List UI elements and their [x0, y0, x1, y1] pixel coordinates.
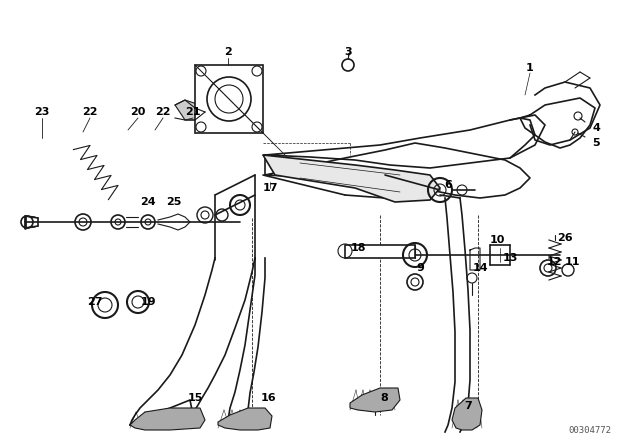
- Text: 9: 9: [416, 263, 424, 273]
- Text: 00304772: 00304772: [568, 426, 611, 435]
- Text: 18: 18: [350, 243, 365, 253]
- Text: 8: 8: [380, 393, 388, 403]
- Text: 2: 2: [224, 47, 232, 57]
- Text: 24: 24: [140, 197, 156, 207]
- Text: 25: 25: [166, 197, 182, 207]
- Text: 1: 1: [526, 63, 534, 73]
- Text: 26: 26: [557, 233, 573, 243]
- Text: 20: 20: [131, 107, 146, 117]
- Text: 27: 27: [87, 297, 103, 307]
- Bar: [345, 245, 415, 258]
- Polygon shape: [130, 408, 205, 430]
- Text: 5: 5: [592, 138, 600, 148]
- Text: 23: 23: [35, 107, 50, 117]
- Polygon shape: [175, 100, 205, 120]
- Text: 3: 3: [344, 47, 352, 57]
- Text: 17: 17: [262, 183, 278, 193]
- Polygon shape: [452, 398, 482, 430]
- Polygon shape: [263, 155, 440, 202]
- Bar: [195, 65, 263, 133]
- Text: 12: 12: [547, 257, 562, 267]
- Text: 10: 10: [490, 235, 505, 245]
- Text: 4: 4: [592, 123, 600, 133]
- Text: 22: 22: [83, 107, 98, 117]
- Text: 14: 14: [472, 263, 488, 273]
- Text: 15: 15: [188, 393, 203, 403]
- Text: 13: 13: [502, 253, 518, 263]
- Text: 22: 22: [156, 107, 171, 117]
- Text: 19: 19: [140, 297, 156, 307]
- Polygon shape: [350, 388, 400, 412]
- Text: 7: 7: [464, 401, 472, 411]
- Text: 21: 21: [185, 107, 201, 117]
- Text: 6: 6: [444, 180, 452, 190]
- Polygon shape: [218, 408, 272, 430]
- Text: 16: 16: [260, 393, 276, 403]
- Text: 11: 11: [564, 257, 580, 267]
